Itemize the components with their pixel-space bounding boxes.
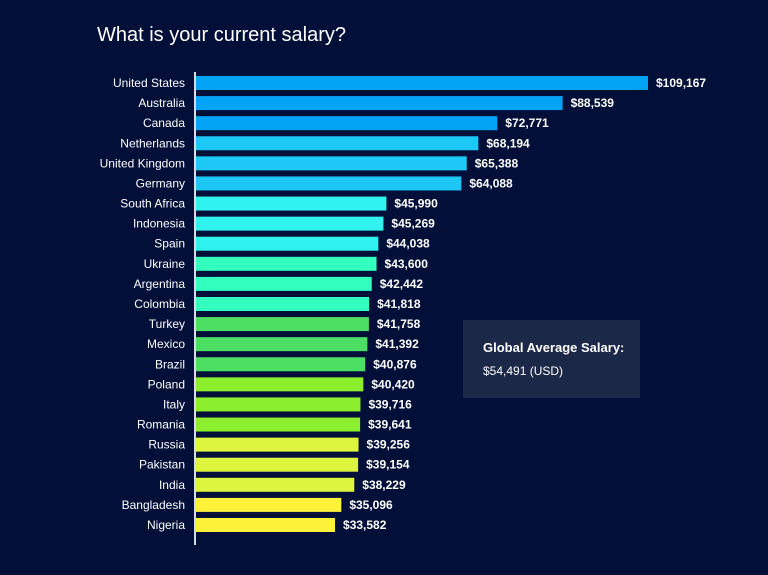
value-label: $41,818 — [377, 297, 421, 311]
bar — [196, 337, 368, 352]
value-label: $42,442 — [380, 277, 424, 291]
bar — [196, 377, 364, 392]
bar — [196, 357, 366, 372]
bar — [196, 96, 563, 111]
category-label: Turkey — [149, 317, 185, 331]
chart-title: What is your current salary? — [97, 24, 346, 46]
bar — [196, 477, 355, 492]
category-label: Netherlands — [120, 136, 185, 150]
category-label: Ukraine — [144, 257, 186, 271]
bar — [196, 236, 379, 251]
value-label: $64,088 — [469, 176, 513, 190]
value-label: $68,194 — [486, 136, 530, 150]
value-label: $41,392 — [375, 337, 419, 351]
value-label: $65,388 — [475, 156, 519, 170]
category-label: Brazil — [155, 357, 185, 371]
value-label: $109,167 — [656, 76, 706, 90]
category-label: Canada — [143, 116, 185, 130]
value-label: $44,038 — [386, 237, 430, 251]
global-average-value: $54,491 (USD) — [483, 364, 564, 378]
value-label: $88,539 — [571, 96, 615, 110]
value-label: $33,582 — [343, 518, 387, 532]
bar — [196, 216, 384, 231]
global-average-box: Global Average Salary: $54,491 (USD) — [463, 320, 640, 398]
bar — [196, 417, 361, 432]
bar — [196, 517, 336, 532]
value-label: $45,269 — [391, 217, 435, 231]
value-label: $72,771 — [505, 116, 549, 130]
bar — [196, 76, 648, 90]
bar — [196, 156, 467, 171]
category-label: Australia — [138, 96, 185, 110]
value-label: $43,600 — [385, 257, 429, 271]
bar — [196, 116, 498, 131]
category-label: United States — [113, 76, 185, 90]
value-label: $40,876 — [373, 357, 417, 371]
category-label: Italy — [163, 397, 185, 411]
value-label: $35,096 — [349, 498, 393, 512]
category-label: Spain — [154, 237, 185, 251]
value-label: $41,758 — [377, 317, 421, 331]
category-label: Germany — [136, 176, 185, 190]
category-label: Poland — [148, 377, 185, 391]
category-label: South Africa — [120, 197, 185, 211]
bar — [196, 136, 479, 151]
category-label: Pakistan — [139, 458, 185, 472]
value-label: $39,641 — [368, 418, 412, 432]
value-label: $39,256 — [367, 438, 411, 452]
category-label: Nigeria — [147, 518, 185, 532]
category-label: India — [159, 478, 185, 492]
bar — [196, 497, 342, 512]
global-average-title: Global Average Salary: — [483, 340, 625, 355]
bar — [196, 317, 369, 332]
value-label: $45,990 — [394, 197, 438, 211]
value-label: $39,154 — [366, 458, 410, 472]
bar — [196, 196, 387, 211]
category-label: Bangladesh — [122, 498, 185, 512]
bar — [196, 176, 462, 191]
category-label: Argentina — [134, 277, 186, 291]
category-label: Romania — [137, 418, 185, 432]
category-label: Colombia — [134, 297, 185, 311]
category-label: United Kingdom — [100, 156, 185, 170]
bar — [196, 256, 377, 271]
bar — [196, 437, 359, 452]
bar — [196, 457, 359, 472]
bar — [196, 296, 370, 311]
bar — [196, 276, 372, 291]
bar — [196, 397, 361, 412]
value-label: $38,229 — [362, 478, 406, 492]
category-label: Mexico — [147, 337, 185, 351]
category-label: Indonesia — [133, 217, 185, 231]
category-label: Russia — [148, 438, 185, 452]
value-label: $39,716 — [368, 397, 412, 411]
value-label: $40,420 — [371, 377, 415, 391]
